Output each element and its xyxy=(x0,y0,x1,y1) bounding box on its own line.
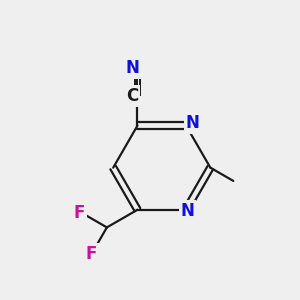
Text: C: C xyxy=(126,87,138,105)
Text: F: F xyxy=(85,245,97,263)
Text: F: F xyxy=(74,204,85,222)
Text: N: N xyxy=(125,59,139,77)
Text: N: N xyxy=(181,202,194,220)
Text: N: N xyxy=(186,114,200,132)
